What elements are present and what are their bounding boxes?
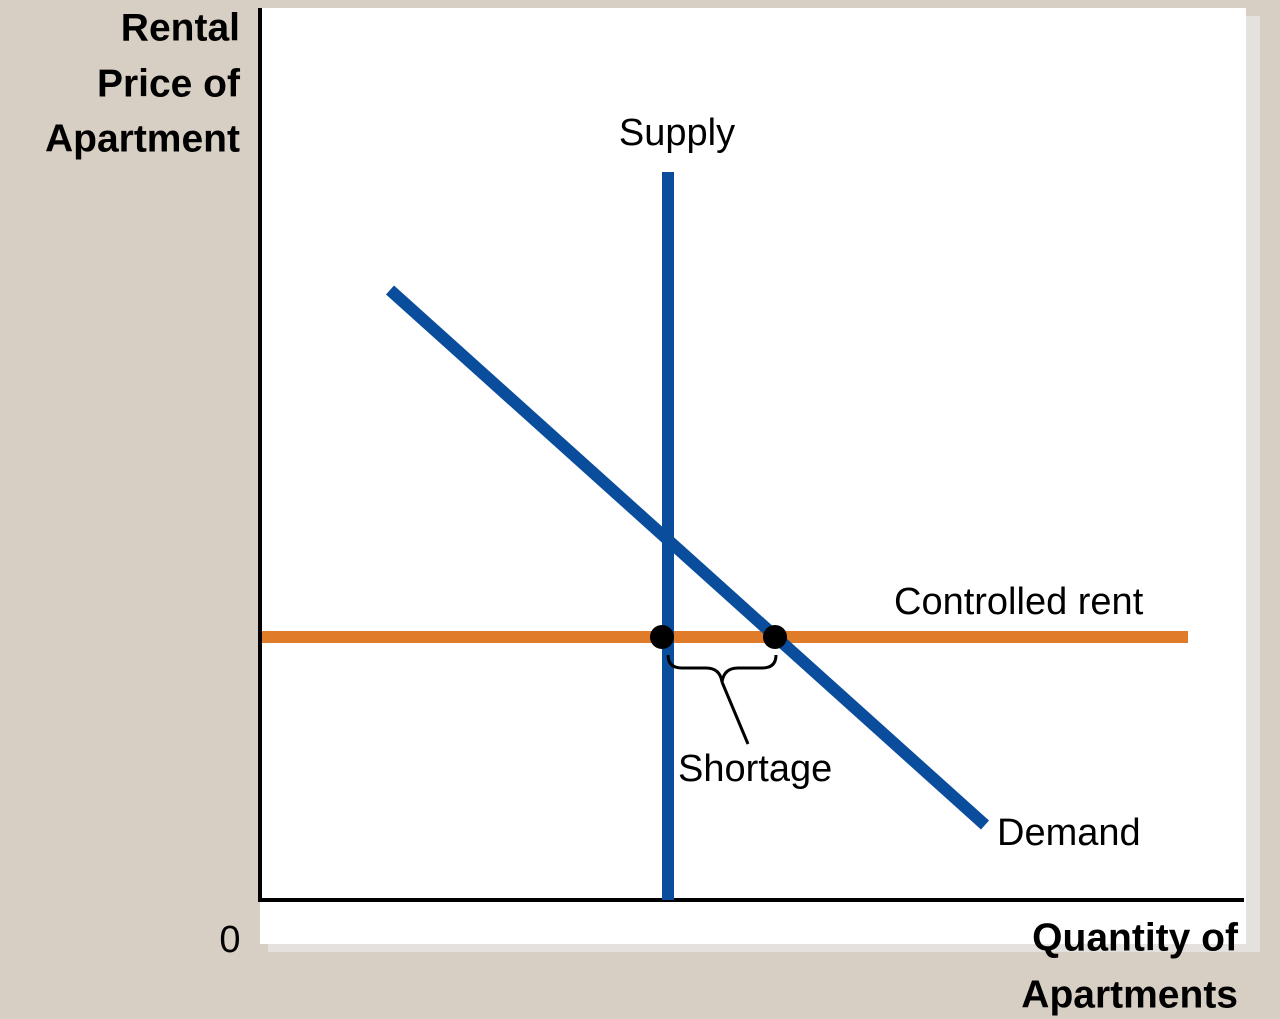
- plot-area: [260, 8, 1246, 944]
- y-axis-label: Apartment: [45, 117, 240, 160]
- demand-label: Demand: [997, 812, 1141, 854]
- supply-label: Supply: [619, 112, 735, 154]
- origin-label: 0: [219, 919, 240, 961]
- controlled-rent-label: Controlled rent: [894, 581, 1144, 623]
- x-axis-label: Apartments: [1021, 973, 1238, 1016]
- quantity-supplied-point: [650, 625, 674, 649]
- y-axis-label: Price of: [97, 62, 241, 105]
- shortage-label: Shortage: [678, 748, 832, 790]
- demand-curve: [385, 285, 990, 830]
- y-axis-label: Rental: [121, 6, 240, 49]
- x-axis-label: Quantity of: [1032, 916, 1239, 959]
- shortage-pointer: [720, 681, 750, 745]
- quantity-demanded-point: [763, 625, 787, 649]
